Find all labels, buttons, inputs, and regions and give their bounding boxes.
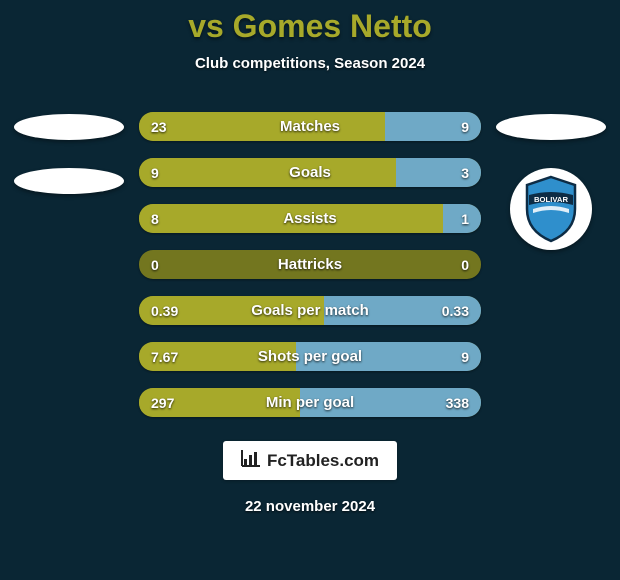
page-date: 22 november 2024 [245,498,375,515]
page-subtitle: Club competitions, Season 2024 [195,55,425,72]
stat-row: 93Goals [139,158,481,187]
stat-row: 297338Min per goal [139,388,481,417]
source-box: FcTables.com [223,441,397,480]
stat-row-right-fill [443,204,481,233]
source-label: FcTables.com [267,451,379,471]
stat-value-right: 0 [461,250,469,279]
stat-row-left-fill [139,158,396,187]
stat-row-right-fill [300,388,481,417]
stat-row-left-fill [139,388,300,417]
stat-row: 0.390.33Goals per match [139,296,481,325]
stat-row-left-fill [139,112,385,141]
stat-row-right-fill [385,112,481,141]
player-photo-placeholder [14,114,124,140]
stat-value-left: 0 [151,250,159,279]
player-photo-placeholder [14,168,124,194]
player-photo-placeholder [496,114,606,140]
comparison-area: 239Matches 93Goals 81Assists 0 0Hattricks 0.3… [0,112,620,417]
stat-row-right-fill [324,296,481,325]
stat-row: 239Matches [139,112,481,141]
stat-row-right-fill [296,342,481,371]
content-root: vs Gomes Netto Club competitions, Season… [0,0,620,580]
right-player-column: BOLIVAR [495,112,607,250]
page-title: vs Gomes Netto [188,8,432,45]
svg-text:BOLIVAR: BOLIVAR [534,195,568,204]
stat-bars: 239Matches 93Goals 81Assists 0 0Hattricks 0.3… [139,112,481,417]
stat-row: 81Assists [139,204,481,233]
left-player-column [13,112,125,194]
stat-row-right-fill [396,158,482,187]
club-logo: BOLIVAR [510,168,592,250]
stat-row: 0 0Hattricks [139,250,481,279]
stat-row-left-fill [139,342,296,371]
stat-label: Hattricks [139,250,481,279]
stat-row: 7.679Shots per goal [139,342,481,371]
stat-row-left-fill [139,296,324,325]
stat-row-left-fill [139,204,443,233]
source-chart-icon [241,449,261,472]
